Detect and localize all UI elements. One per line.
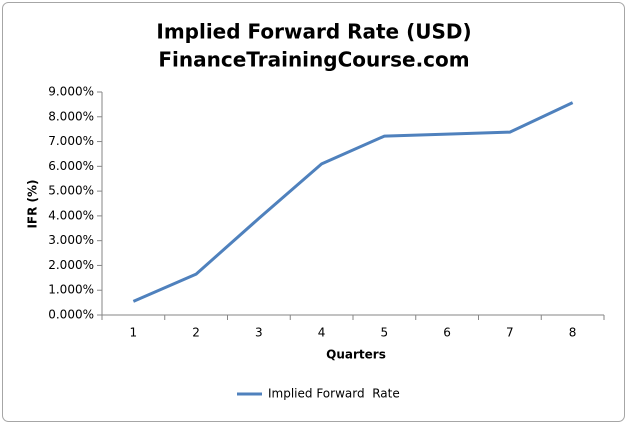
x-axis-title: Quarters [326, 348, 386, 362]
x-tick-label: 2 [192, 326, 200, 340]
y-tick-label: 7.000% [48, 134, 94, 148]
y-tick-label: 3.000% [48, 233, 94, 247]
y-tick-label: 1.000% [48, 283, 94, 297]
chart-title: Implied Forward Rate (USD) [156, 20, 471, 44]
line-series [132, 101, 574, 303]
y-tick-label: 9.000% [48, 85, 94, 99]
chart-border [2, 2, 625, 422]
y-tick-label: 2.000% [48, 258, 94, 272]
chart-subtitle: FinanceTrainingCourse.com [158, 48, 469, 72]
y-tick-label: 8.000% [48, 109, 94, 123]
x-tick-label: 3 [255, 326, 263, 340]
legend-label: Implied Forward Rate [268, 387, 400, 401]
x-tick-label: 5 [381, 326, 389, 340]
y-tick-label: 4.000% [48, 208, 94, 222]
x-tick-label: 7 [506, 326, 514, 340]
x-tick-label: 4 [318, 326, 326, 340]
y-tick-label: 6.000% [48, 159, 94, 173]
x-tick-label: 6 [443, 326, 451, 340]
y-axis-title: IFR (%) [26, 179, 40, 228]
y-tick-label: 5.000% [48, 184, 94, 198]
x-tick-label: 1 [130, 326, 138, 340]
y-tick-label: 0.000% [48, 308, 94, 322]
x-tick-label: 8 [569, 326, 577, 340]
